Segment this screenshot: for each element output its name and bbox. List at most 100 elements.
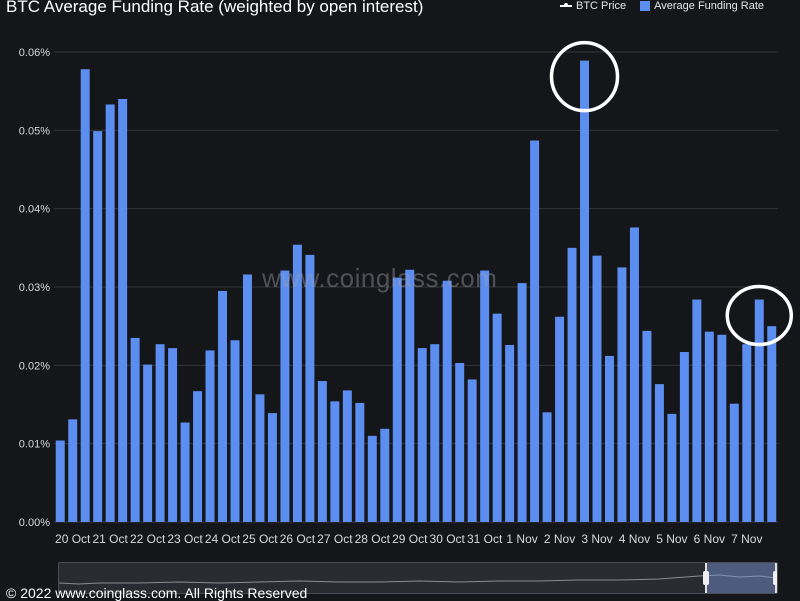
funding-rate-bar[interactable] — [530, 140, 540, 522]
funding-rate-bar[interactable] — [105, 104, 115, 522]
funding-rate-bar[interactable] — [118, 99, 128, 522]
funding-rate-bar[interactable] — [292, 244, 302, 522]
funding-rate-bar[interactable] — [642, 330, 652, 522]
funding-rate-bar[interactable] — [380, 428, 390, 522]
funding-rate-bar[interactable] — [692, 299, 702, 522]
x-tick-label: 25 Oct — [242, 532, 278, 546]
funding-rate-bar[interactable] — [492, 313, 502, 522]
x-tick-label: 20 Oct — [55, 532, 91, 546]
x-tick-label: 24 Oct — [205, 532, 241, 546]
watermark: www.coinglass.com — [262, 263, 498, 293]
funding-rate-bar[interactable] — [729, 403, 739, 522]
funding-rate-bar[interactable] — [242, 274, 252, 522]
navigator-handle-right[interactable] — [773, 571, 777, 585]
navigator-handle-left[interactable] — [703, 571, 709, 585]
x-tick-label: 26 Oct — [280, 532, 316, 546]
square-icon — [640, 1, 651, 11]
funding-rate-bar[interactable] — [230, 340, 240, 522]
funding-rate-bar[interactable] — [430, 344, 440, 522]
x-tick-label: 2 Nov — [544, 532, 575, 546]
copyright-footer: © 2022 www.coinglass.com. All Rights Res… — [6, 585, 308, 601]
line-dot-icon — [560, 3, 572, 7]
funding-rate-bar[interactable] — [255, 394, 265, 522]
x-tick-label: 22 Oct — [130, 532, 166, 546]
funding-rate-bar[interactable] — [205, 350, 215, 522]
x-tick-label: 7 Nov — [731, 532, 762, 546]
funding-rate-bar[interactable] — [629, 227, 639, 522]
legend-label-funding-rate: Average Funding Rate — [654, 0, 764, 12]
funding-rate-bar[interactable] — [55, 440, 65, 522]
legend-item-btc-price[interactable]: BTC Price — [560, 0, 626, 12]
funding-rate-bar[interactable] — [342, 390, 352, 522]
y-tick-label: 0.04% — [19, 204, 50, 216]
y-tick-label: 0.01% — [19, 439, 50, 451]
funding-rate-bar[interactable] — [654, 384, 664, 522]
funding-rate-bar[interactable] — [130, 337, 140, 522]
funding-rate-bar[interactable] — [305, 254, 315, 522]
funding-rate-bar[interactable] — [567, 247, 577, 523]
funding-rate-bar[interactable] — [143, 364, 153, 522]
funding-rate-bar[interactable] — [679, 352, 689, 522]
funding-rate-bar[interactable] — [317, 381, 327, 522]
x-tick-label: 29 Oct — [392, 532, 428, 546]
funding-rate-bar[interactable] — [455, 362, 465, 522]
legend-label-btc-price: BTC Price — [576, 0, 627, 12]
funding-rate-bar[interactable] — [580, 60, 590, 522]
funding-rate-bar[interactable] — [517, 283, 527, 522]
x-tick-label: 28 Oct — [355, 532, 391, 546]
funding-rate-bar[interactable] — [218, 290, 228, 522]
navigator-price-line — [59, 574, 777, 585]
funding-rate-bar[interactable] — [604, 355, 614, 522]
chart-legend: BTC Price Average Funding Rate — [560, 0, 764, 12]
legend-item-funding-rate[interactable]: Average Funding Rate — [640, 0, 764, 12]
funding-rate-bar[interactable] — [193, 391, 203, 522]
funding-rate-bar[interactable] — [68, 419, 78, 522]
y-tick-label: 0.05% — [19, 125, 50, 137]
funding-rate-bar[interactable] — [542, 412, 552, 522]
x-tick-label: 4 Nov — [619, 532, 650, 546]
funding-rate-bar[interactable] — [555, 316, 565, 522]
funding-rate-bar[interactable] — [280, 270, 290, 522]
funding-rate-bar[interactable] — [467, 379, 477, 522]
x-tick-label: 27 Oct — [317, 532, 353, 546]
x-tick-label: 23 Oct — [167, 532, 203, 546]
range-navigator[interactable] — [58, 562, 778, 594]
x-tick-label: 21 Oct — [92, 532, 128, 546]
funding-rate-bar[interactable] — [330, 401, 340, 522]
funding-rate-bar[interactable] — [180, 422, 190, 522]
funding-rate-bar[interactable] — [742, 344, 752, 522]
highlight-circle — [725, 284, 794, 347]
x-tick-label: 31 Oct — [467, 532, 503, 546]
chart-title: BTC Average Funding Rate (weighted by op… — [6, 0, 424, 16]
funding-rate-bar[interactable] — [93, 131, 103, 522]
y-tick-label: 0.00% — [19, 517, 50, 529]
funding-rate-bar[interactable] — [392, 277, 402, 522]
funding-rate-bar[interactable] — [355, 402, 365, 522]
x-tick-label: 3 Nov — [581, 532, 612, 546]
funding-rate-bar[interactable] — [267, 413, 277, 522]
funding-rate-bar[interactable] — [80, 69, 90, 522]
x-tick-label: 30 Oct — [430, 532, 466, 546]
funding-rate-bar[interactable] — [367, 435, 377, 522]
funding-rate-bar[interactable] — [592, 255, 602, 522]
funding-rate-bar[interactable] — [717, 334, 727, 522]
funding-rate-bar[interactable] — [442, 280, 452, 522]
x-tick-label: 1 Nov — [506, 532, 537, 546]
funding-rate-bar[interactable] — [505, 344, 515, 522]
funding-rate-bar[interactable] — [667, 413, 677, 522]
y-tick-label: 0.03% — [19, 282, 50, 294]
funding-rate-bar[interactable] — [754, 299, 764, 522]
y-tick-label: 0.02% — [19, 360, 50, 372]
funding-rate-bar[interactable] — [704, 331, 714, 522]
funding-rate-bar[interactable] — [168, 348, 178, 522]
y-tick-label: 0.06% — [19, 47, 50, 59]
x-tick-label: 6 Nov — [694, 532, 725, 546]
funding-rate-bar[interactable] — [155, 344, 165, 522]
funding-rate-bar[interactable] — [767, 326, 777, 522]
navigator-selection[interactable] — [703, 563, 777, 593]
funding-rate-bar[interactable] — [617, 267, 627, 522]
funding-rate-bar[interactable] — [480, 270, 490, 522]
funding-rate-bar[interactable] — [417, 348, 427, 522]
funding-rate-bar[interactable] — [405, 269, 415, 522]
